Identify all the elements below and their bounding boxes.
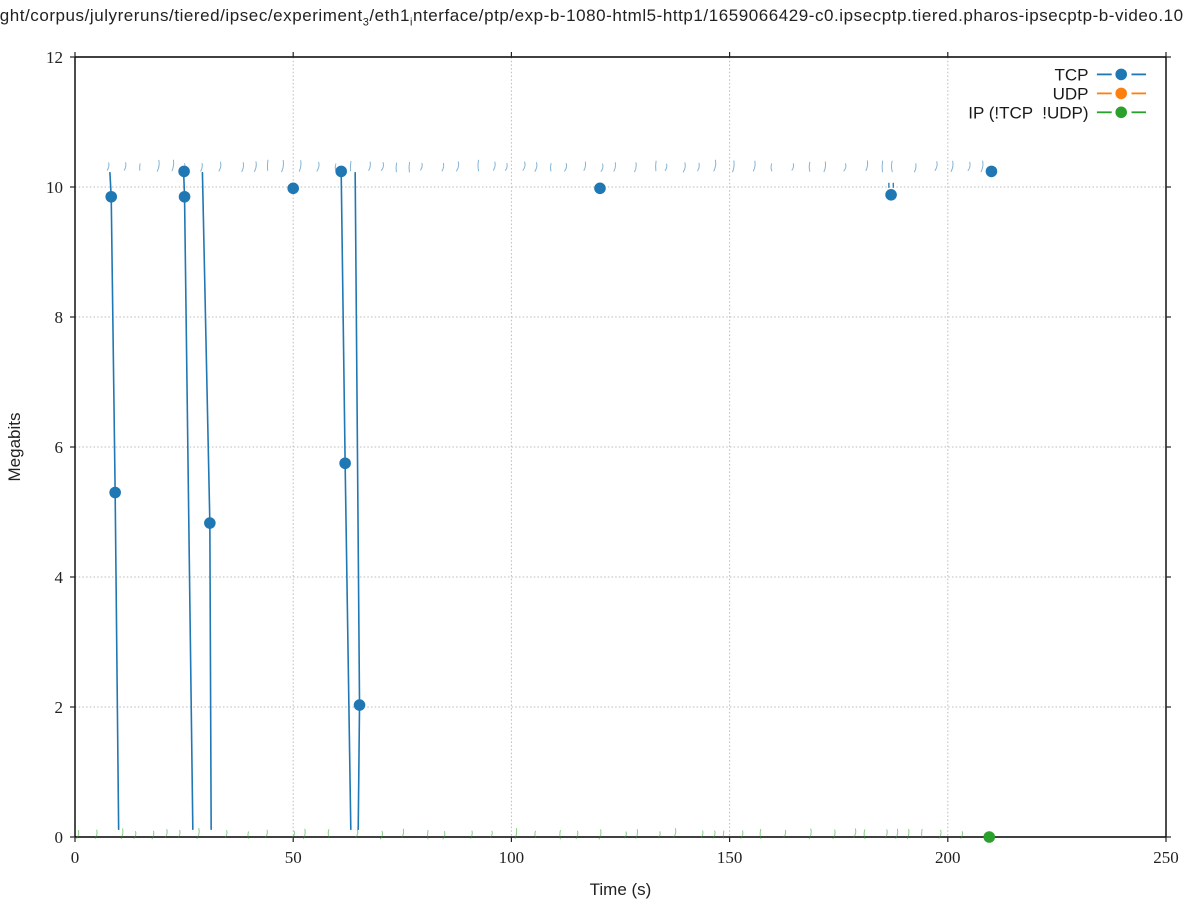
- svg-text:0: 0: [71, 848, 80, 867]
- svg-text:IP (!TCP !UDP): IP (!TCP !UDP): [968, 103, 1088, 122]
- svg-text:UDP: UDP: [1053, 84, 1089, 103]
- svg-text:2: 2: [55, 698, 64, 717]
- svg-text:0: 0: [55, 828, 64, 847]
- svg-text:4: 4: [55, 568, 64, 587]
- svg-text:250: 250: [1153, 848, 1179, 867]
- svg-text:6: 6: [55, 438, 64, 457]
- svg-text:Time (s): Time (s): [590, 880, 652, 899]
- svg-text:100: 100: [499, 848, 525, 867]
- svg-text:50: 50: [285, 848, 302, 867]
- svg-text:Megabits: Megabits: [5, 413, 24, 482]
- svg-text:8: 8: [55, 308, 64, 327]
- svg-text:10: 10: [46, 178, 63, 197]
- svg-text:TCP: TCP: [1055, 65, 1089, 84]
- svg-text:12: 12: [46, 48, 63, 67]
- svg-text:200: 200: [935, 848, 961, 867]
- svg-text:150: 150: [717, 848, 743, 867]
